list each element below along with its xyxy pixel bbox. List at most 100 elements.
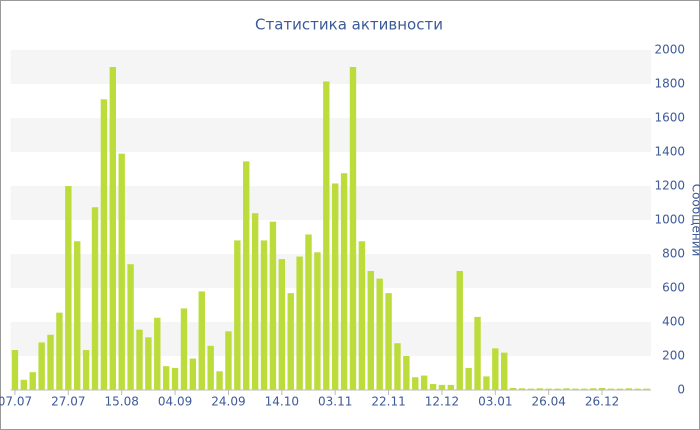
bar (403, 356, 410, 390)
bar (47, 334, 54, 390)
bar (625, 388, 632, 390)
bar (180, 308, 188, 390)
bar (38, 342, 45, 390)
bar (74, 241, 81, 390)
bar (349, 67, 357, 390)
bar (616, 388, 624, 390)
x-tick-label: 24.09 (211, 395, 245, 409)
bar (598, 387, 606, 390)
bar (323, 81, 330, 390)
bar (634, 388, 641, 390)
bar (251, 213, 259, 390)
grid-band (10, 186, 651, 220)
bar (509, 387, 517, 390)
x-tick-label: 26.04 (532, 395, 566, 409)
bar (171, 367, 179, 390)
y-tick-label: 1800 (654, 77, 685, 91)
y-tick-label: 2000 (654, 43, 685, 57)
bar (11, 350, 19, 390)
x-tick-label: 27.07 (51, 395, 85, 409)
x-tick-label: 04.09 (158, 395, 192, 409)
y-tick-label: 800 (662, 247, 685, 261)
bar (376, 278, 383, 390)
bar (82, 350, 90, 390)
grid-band (10, 322, 651, 356)
bar (287, 293, 294, 390)
x-tick-label: 03.01 (478, 395, 512, 409)
bar (607, 388, 615, 390)
bar (207, 345, 214, 390)
bar (198, 291, 205, 390)
x-tick-label: 12.12 (425, 395, 459, 409)
x-tick-label: 26.12 (585, 395, 619, 409)
y-tick-label: 1400 (654, 145, 685, 159)
bar (243, 161, 250, 390)
bar (145, 337, 152, 390)
bar (358, 241, 366, 390)
bar (518, 388, 526, 390)
y-tick-label: 0 (677, 383, 685, 397)
x-tick-label: 07.07 (0, 395, 32, 409)
bar (545, 388, 552, 390)
bar (127, 264, 134, 390)
bar (340, 173, 348, 390)
bar (465, 367, 472, 390)
bar (225, 331, 232, 390)
bar (269, 221, 277, 390)
bar (438, 384, 446, 390)
bar (136, 329, 143, 390)
bar (385, 293, 392, 390)
bar (305, 234, 312, 390)
bar (118, 153, 125, 390)
bar (154, 317, 161, 390)
bar (260, 240, 268, 390)
grid-band (10, 50, 651, 84)
bar (56, 312, 63, 390)
bar (296, 256, 303, 390)
bar (65, 186, 72, 390)
bar (234, 240, 241, 390)
y-tick-label: 1000 (654, 213, 685, 227)
bar (563, 388, 570, 390)
bar (331, 183, 339, 390)
bar (581, 388, 588, 390)
bar (447, 384, 455, 390)
bar (189, 358, 197, 390)
bar (572, 388, 579, 390)
bar (501, 352, 508, 390)
x-tick-label: 03.11 (318, 395, 352, 409)
grid-band (10, 118, 651, 152)
bar (278, 259, 286, 390)
x-tick-label: 14.10 (265, 395, 299, 409)
y-tick-label: 200 (662, 349, 685, 363)
bar (216, 371, 223, 390)
x-tick-label: 22.11 (371, 395, 405, 409)
y-tick-label: 1200 (654, 179, 685, 193)
bar (429, 384, 437, 390)
bar (20, 379, 28, 390)
grid-band (10, 254, 651, 288)
bar (643, 388, 650, 390)
y-tick-label: 400 (662, 315, 685, 329)
bar (420, 375, 428, 390)
bar (554, 388, 561, 390)
bar (412, 377, 419, 390)
bar (474, 316, 481, 390)
bar (394, 343, 401, 390)
bar (456, 271, 463, 390)
y-axis-label: Сообщений (690, 184, 700, 257)
bar (91, 207, 99, 390)
x-tick-label: 15.08 (105, 395, 139, 409)
bar (162, 366, 170, 390)
bar (527, 388, 535, 390)
y-tick-label: 1600 (654, 111, 685, 125)
bar (536, 388, 544, 390)
bar (100, 99, 108, 391)
bar (314, 252, 321, 390)
chart-title: Статистика активности (255, 16, 443, 34)
bar (367, 271, 374, 390)
bar (29, 372, 36, 390)
bar (109, 67, 117, 390)
y-tick-label: 600 (662, 281, 685, 295)
